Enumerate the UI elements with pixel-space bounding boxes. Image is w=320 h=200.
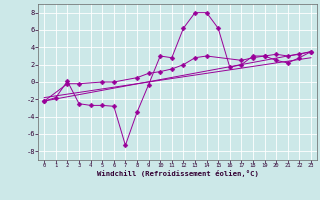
X-axis label: Windchill (Refroidissement éolien,°C): Windchill (Refroidissement éolien,°C) [97, 170, 259, 177]
